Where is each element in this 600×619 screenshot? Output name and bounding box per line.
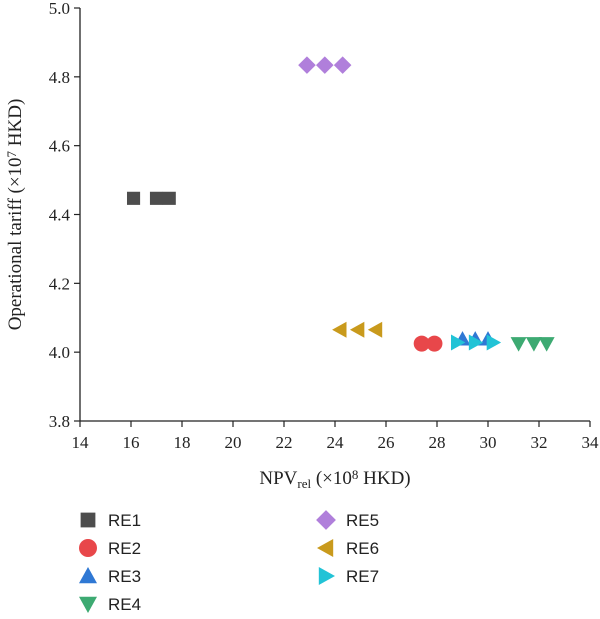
- legend-marker-re2: [79, 539, 97, 557]
- data-point-re6: [367, 321, 383, 338]
- data-point-re7: [486, 334, 502, 351]
- legend-marker-re1: [80, 512, 96, 528]
- data-point-re1: [126, 191, 141, 205]
- data-point-re2: [426, 335, 443, 352]
- legend-marker-re5: [316, 510, 336, 530]
- data-point-re7: [468, 334, 484, 351]
- legend-marker-re7: [318, 567, 335, 585]
- x-tick-label: 26: [378, 433, 395, 452]
- legend-label-re7: RE7: [346, 567, 379, 586]
- x-tick-label: 14: [72, 433, 90, 452]
- data-point-re4: [525, 337, 542, 352]
- x-tick-label: 18: [174, 433, 191, 452]
- legend-label-re2: RE2: [108, 539, 141, 558]
- data-point-re4: [510, 337, 527, 352]
- x-tick-label: 22: [276, 433, 293, 452]
- data-point-re6: [349, 321, 365, 338]
- x-tick-label: 34: [582, 433, 600, 452]
- y-axis-title: Operational tariff (×107 HKD): [4, 99, 26, 331]
- legend-marker-re3: [79, 567, 97, 584]
- data-point-re6: [332, 321, 347, 338]
- y-tick-label: 4.0: [49, 343, 70, 362]
- x-tick-label: 32: [531, 433, 548, 452]
- legend-label-re6: RE6: [346, 539, 379, 558]
- y-tick-label: 3.8: [49, 412, 70, 431]
- y-tick-label: 5.0: [49, 0, 70, 18]
- legend-marker-re4: [79, 596, 97, 613]
- x-tick-label: 24: [327, 433, 345, 452]
- x-tick-label: 28: [429, 433, 446, 452]
- legend-label-re4: RE4: [108, 595, 141, 614]
- y-tick-label: 4.4: [49, 206, 71, 225]
- data-point-re5: [333, 56, 352, 74]
- data-point-re1: [149, 191, 164, 205]
- legend-label-re1: RE1: [108, 511, 141, 530]
- y-tick-label: 4.2: [49, 274, 70, 293]
- data-point-re4: [538, 337, 555, 352]
- x-tick-label: 16: [123, 433, 140, 452]
- data-point-re5: [316, 56, 334, 74]
- legend-marker-re6: [317, 539, 334, 557]
- legend-label-re5: RE5: [346, 511, 379, 530]
- data-point-re5: [298, 56, 316, 74]
- x-axis-title: NPVrel (×108 HKD): [259, 467, 410, 491]
- x-tick-label: 30: [480, 433, 497, 452]
- x-tick-label: 20: [225, 433, 242, 452]
- data-point-re2: [413, 335, 430, 352]
- legend-label-re3: RE3: [108, 567, 141, 586]
- y-tick-label: 4.6: [49, 137, 70, 156]
- data-point-re7: [451, 334, 466, 351]
- y-tick-label: 4.8: [49, 68, 70, 87]
- data-point-re1: [162, 191, 176, 205]
